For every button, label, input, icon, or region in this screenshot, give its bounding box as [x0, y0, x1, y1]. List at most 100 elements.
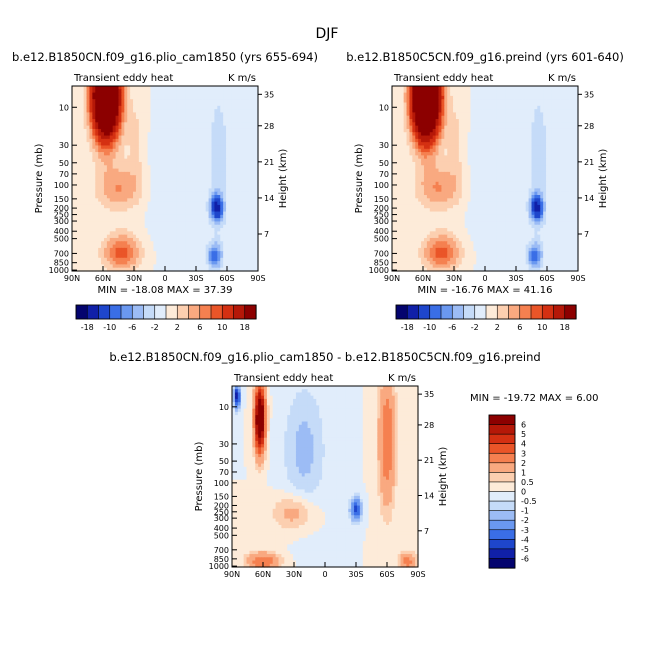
field-cell — [246, 198, 250, 203]
field-cell — [130, 208, 134, 213]
field-cell — [147, 211, 152, 216]
field-cell — [80, 158, 85, 163]
field-cell — [127, 161, 131, 166]
field-cell — [72, 125, 76, 130]
field-cell — [83, 198, 88, 203]
field-cell — [569, 109, 573, 114]
field-cell — [112, 267, 117, 272]
field-cell — [534, 105, 538, 110]
field-cell — [208, 244, 213, 249]
field-cell — [226, 122, 230, 127]
colorbar-label: 6 — [197, 323, 202, 332]
field-cell — [138, 95, 143, 100]
field-cell — [228, 185, 233, 190]
field-cell — [72, 132, 76, 137]
field-cell — [217, 109, 221, 114]
field-cell — [223, 204, 227, 209]
field-cell — [196, 211, 201, 216]
field-cell — [98, 102, 102, 107]
field-cell — [86, 211, 91, 216]
field-cell — [249, 112, 253, 117]
field-cell — [106, 224, 111, 229]
field-cell — [476, 109, 480, 114]
field-cell — [560, 119, 565, 123]
field-cell — [226, 158, 230, 163]
field-cell — [252, 171, 256, 176]
field-cell — [243, 109, 247, 114]
field-cell — [121, 148, 125, 153]
field-cell — [188, 99, 192, 104]
field-cell — [447, 102, 451, 107]
field-cell — [95, 188, 99, 193]
field-cell — [167, 125, 172, 130]
x-tick-label: 30S — [188, 274, 203, 283]
field-cell — [138, 188, 143, 193]
field-cell — [80, 119, 85, 123]
field-cell — [199, 224, 204, 229]
field-cell — [150, 261, 154, 265]
field-cell — [220, 191, 224, 196]
field-cell — [72, 152, 76, 156]
field-cell — [141, 138, 146, 143]
field-cell — [80, 208, 85, 213]
field-cell — [182, 261, 186, 265]
field-cell — [150, 204, 154, 209]
field-cell — [127, 148, 131, 153]
field-cell — [135, 261, 140, 265]
field-cell — [106, 264, 111, 269]
field-cell — [103, 148, 108, 153]
field-cell — [182, 257, 186, 262]
field-cell — [226, 138, 230, 143]
field-cell — [205, 204, 210, 209]
field-cell — [72, 119, 76, 123]
field-cell — [144, 228, 149, 232]
field-cell — [173, 264, 178, 269]
field-cell — [92, 125, 96, 130]
field-cell — [211, 138, 216, 143]
field-cell — [127, 188, 131, 193]
field-cell — [217, 257, 221, 262]
field-cell — [485, 86, 489, 90]
field-cell — [400, 99, 405, 104]
field-cell — [150, 89, 154, 94]
field-cell — [92, 267, 96, 272]
field-cell — [72, 228, 76, 232]
field-cell — [106, 135, 111, 140]
field-cell — [167, 175, 172, 180]
field-cell — [191, 171, 195, 176]
field-cell — [80, 112, 85, 117]
field-cell — [80, 148, 85, 153]
field-cell — [514, 86, 518, 90]
field-cell — [560, 105, 565, 110]
field-cell — [482, 105, 486, 110]
field-cell — [165, 267, 169, 272]
field-cell — [124, 201, 128, 206]
field-cell — [458, 105, 463, 110]
field-cell — [505, 115, 509, 120]
field-cell — [188, 125, 192, 130]
field-cell — [165, 211, 169, 216]
field-cell — [109, 165, 114, 170]
field-cell — [80, 195, 85, 199]
field-cell — [135, 161, 140, 166]
field-cell — [220, 257, 224, 262]
field-cell — [118, 191, 123, 196]
field-cell — [72, 181, 76, 186]
field-cell — [101, 92, 105, 97]
field-cell — [211, 158, 216, 163]
field-cell — [234, 234, 239, 239]
field-cell — [133, 92, 137, 97]
field-cell — [74, 224, 79, 229]
field-cell — [86, 99, 91, 104]
field-cell — [548, 112, 553, 117]
field-cell — [72, 165, 76, 170]
field-cell — [182, 251, 186, 256]
field-cell — [237, 231, 242, 236]
field-cell — [519, 119, 524, 123]
field-cell — [522, 99, 527, 104]
field-cell — [133, 171, 137, 176]
field-cell — [453, 109, 457, 114]
field-cell — [508, 99, 512, 104]
field-cell — [575, 112, 579, 117]
field-cell — [196, 122, 201, 127]
